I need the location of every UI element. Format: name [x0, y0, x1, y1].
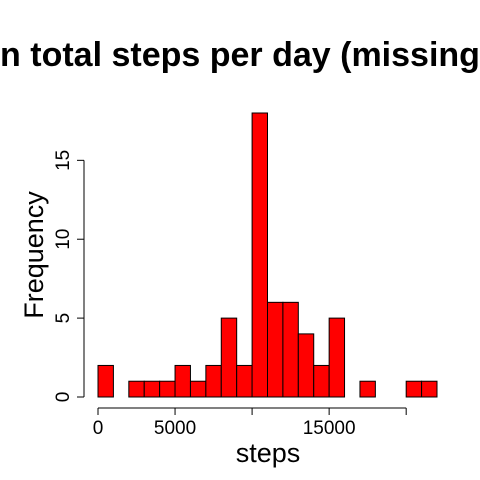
histogram-bar: [359, 380, 376, 398]
x-axis-label: steps: [236, 438, 301, 468]
y-tick-label: 5: [53, 313, 74, 324]
y-axis: 0 5 10 15: [53, 150, 85, 403]
histogram-bar: [236, 364, 253, 398]
x-tick-label: 0: [93, 418, 104, 439]
histogram-bar: [174, 364, 191, 398]
bars-group: [97, 112, 438, 398]
histogram-bar: [421, 380, 438, 398]
histogram-bar: [297, 333, 315, 398]
histogram-bar: [313, 364, 330, 398]
histogram-bar: [328, 317, 346, 398]
histogram-bar: [267, 301, 284, 398]
histogram-bar: [251, 112, 269, 398]
histogram-bar: [405, 380, 423, 398]
x-tick-label: 15000: [303, 418, 356, 439]
histogram-bar: [189, 380, 207, 398]
histogram-bar: [159, 380, 176, 398]
y-tick-label: 0: [53, 392, 74, 403]
x-axis: 0 5000 15000: [93, 407, 407, 439]
chart-title: n total steps per day (missing: [0, 36, 480, 74]
histogram-bar: [282, 301, 299, 398]
y-tick-label: 15: [53, 150, 74, 171]
histogram-bar: [97, 364, 114, 398]
histogram-bar: [205, 364, 222, 398]
histogram-bar: [143, 380, 161, 398]
y-tick-label: 10: [53, 229, 74, 250]
x-tick-label: 5000: [154, 418, 196, 439]
y-axis-label: Frequency: [19, 191, 49, 319]
histogram-bar: [128, 380, 145, 398]
histogram-bar: [220, 317, 238, 398]
